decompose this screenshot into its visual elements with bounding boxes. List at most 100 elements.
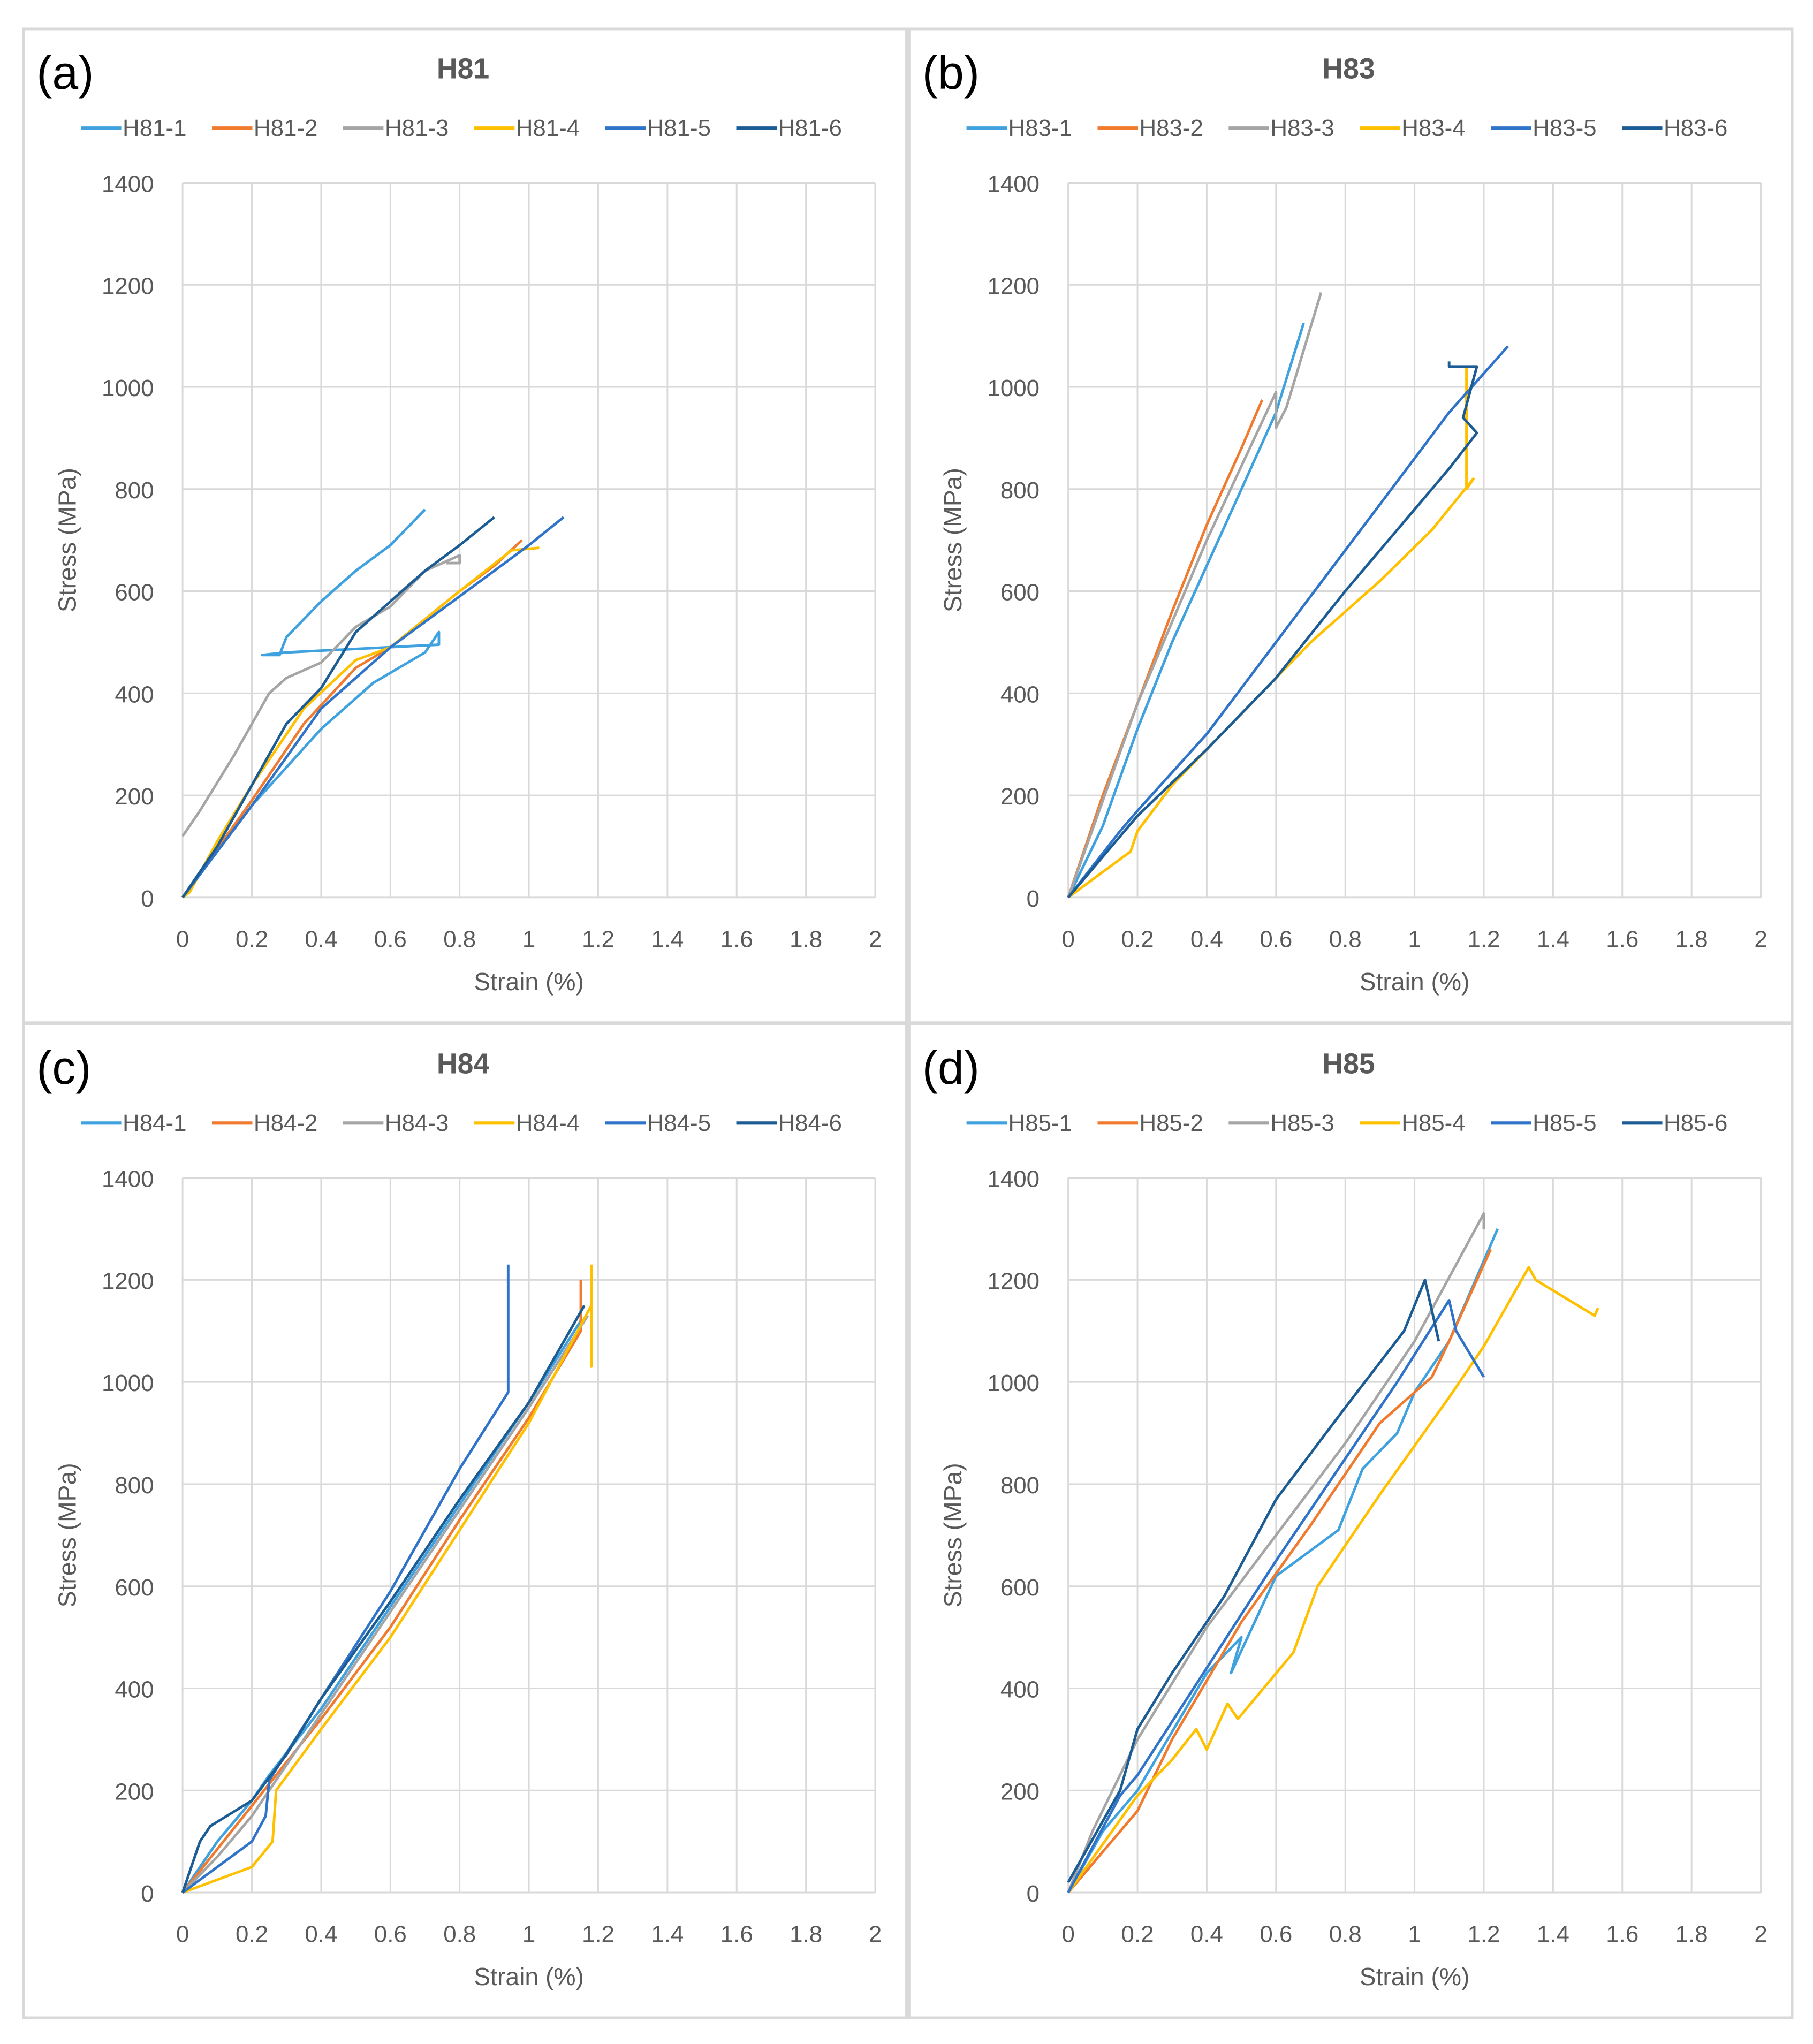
- legend-item: H84-4: [474, 1110, 580, 1136]
- y-tick-label: 1200: [102, 273, 154, 299]
- x-tick-label: 1.2: [582, 1921, 615, 1948]
- x-tick-label: 1.4: [651, 926, 684, 952]
- x-tick-label: 1.2: [1467, 926, 1500, 952]
- y-tick-label: 0: [1027, 886, 1040, 912]
- legend-item: H84-3: [343, 1110, 449, 1136]
- y-tick-label: 600: [1000, 580, 1040, 606]
- y-axis-title: Stress (MPa): [939, 1463, 967, 1607]
- panel-label: (a): [36, 47, 94, 99]
- legend-item: H83-5: [1491, 115, 1597, 141]
- y-tick-label: 1000: [987, 1370, 1040, 1396]
- y-tick-label: 200: [1000, 1779, 1040, 1805]
- x-tick-label: 0.8: [443, 1921, 476, 1948]
- legend-item: H83-4: [1360, 115, 1466, 141]
- x-axis-title: Strain (%): [1360, 1963, 1470, 1990]
- panel-border: [22, 1022, 908, 2019]
- x-tick-label: 0.6: [374, 1921, 407, 1948]
- y-tick-label: 400: [1000, 681, 1040, 708]
- legend-item: H85-6: [1622, 1110, 1727, 1136]
- y-tick-label: 1400: [987, 171, 1040, 197]
- x-tick-label: 2: [1754, 1921, 1767, 1948]
- chart-title: H81: [437, 53, 489, 85]
- x-tick-label: 1.8: [790, 926, 822, 952]
- legend-item: H81-4: [474, 115, 580, 141]
- y-tick-label: 1400: [987, 1166, 1040, 1192]
- series-line-h83-2: [1067, 399, 1264, 898]
- legend-label: H83-2: [1139, 115, 1203, 141]
- legend-label: H85-4: [1401, 1110, 1465, 1136]
- y-axis-title: Stress (MPa): [939, 468, 967, 612]
- y-tick-label: 400: [115, 1677, 154, 1703]
- legend-item: H83-2: [1097, 115, 1203, 141]
- legend-item: H85-1: [966, 1110, 1072, 1136]
- legend-label: H85-6: [1664, 1110, 1727, 1136]
- legend-label: H84-2: [254, 1110, 317, 1136]
- y-axis-title: Stress (MPa): [53, 468, 81, 612]
- legend-label: H81-3: [385, 115, 449, 141]
- legend-item: H81-2: [211, 115, 317, 141]
- legend-item: H85-5: [1491, 1110, 1597, 1136]
- y-tick-label: 1200: [987, 1268, 1040, 1294]
- legend-item: H83-6: [1622, 115, 1727, 141]
- x-axis-title: Strain (%): [1360, 968, 1470, 996]
- legend-label: H84-5: [647, 1110, 711, 1136]
- series-line-h85-5: [1067, 1299, 1485, 1894]
- y-tick-label: 1000: [102, 1370, 154, 1396]
- x-tick-label: 0.4: [305, 926, 337, 952]
- series-line-h83-5: [1067, 345, 1509, 899]
- x-tick-label: 1.8: [1675, 926, 1708, 952]
- y-tick-label: 0: [141, 1881, 154, 1907]
- y-tick-label: 1400: [102, 171, 154, 197]
- legend-item: H85-2: [1097, 1110, 1203, 1136]
- x-tick-label: 1.8: [1675, 1921, 1708, 1948]
- chart-panel-h85: (d) H85 H85-1 H85-2 H85-3 H85-4 H85-5 H85-6 0 0.2…: [907, 1022, 1794, 2019]
- legend-item: H81-1: [81, 115, 187, 141]
- legend-label: H83-6: [1664, 115, 1727, 141]
- y-tick-label: 1000: [987, 375, 1040, 401]
- legend-label: H85-5: [1533, 1110, 1596, 1136]
- x-tick-label: 1: [1408, 1921, 1421, 1948]
- x-tick-label: 1.2: [582, 926, 615, 952]
- legend-label: H83-5: [1533, 115, 1596, 141]
- legend-label: H84-1: [123, 1110, 186, 1136]
- x-tick-label: 1.6: [720, 1921, 753, 1948]
- x-tick-label: 2: [869, 926, 882, 952]
- panel-label: (c): [36, 1042, 91, 1094]
- y-tick-label: 400: [1000, 1677, 1040, 1703]
- panel-border: [907, 1022, 1794, 2019]
- y-tick-label: 1200: [987, 273, 1040, 299]
- x-tick-label: 0.2: [236, 926, 268, 952]
- x-tick-label: 1.6: [1606, 926, 1638, 952]
- x-tick-label: 0.8: [443, 926, 476, 952]
- x-tick-label: 0.8: [1329, 1921, 1362, 1948]
- legend-label: H81-4: [516, 115, 580, 141]
- legend-label: H84-4: [516, 1110, 580, 1136]
- y-tick-label: 200: [1000, 784, 1040, 810]
- series-line-h81-6: [181, 516, 496, 899]
- legend-item: H81-3: [343, 115, 449, 141]
- x-tick-label: 1.4: [651, 1921, 684, 1948]
- y-tick-label: 800: [1000, 477, 1040, 504]
- series-line-h81-5: [181, 516, 565, 899]
- chart-panel-h81: (a) H81 H81-1 H81-2 H81-3 H81-4 H81-5 H81-6 0 0.2…: [22, 27, 908, 1024]
- panel-border: [907, 27, 1794, 1024]
- x-tick-label: 0.2: [1121, 1921, 1154, 1948]
- panel-border: [22, 27, 908, 1024]
- x-axis-title: Strain (%): [474, 1963, 584, 1990]
- y-tick-label: 800: [115, 477, 154, 504]
- series-line-h85-3: [1067, 1212, 1485, 1893]
- x-tick-label: 0.2: [236, 1921, 268, 1948]
- x-tick-label: 1.6: [1606, 1921, 1638, 1948]
- series-line-h85-1: [1067, 1228, 1499, 1894]
- legend-label: H81-1: [123, 115, 186, 141]
- legend-item: H84-1: [81, 1110, 187, 1136]
- series-line-h85-4: [1067, 1266, 1599, 1894]
- legend-label: H83-4: [1401, 115, 1465, 141]
- series-line-h85-2: [1067, 1249, 1492, 1894]
- x-tick-label: 0.4: [1190, 926, 1223, 952]
- legend-item: H85-4: [1360, 1110, 1466, 1136]
- y-tick-label: 200: [115, 784, 154, 810]
- legend-item: H84-5: [605, 1110, 711, 1136]
- legend-label: H81-2: [254, 115, 317, 141]
- y-axis-title: Stress (MPa): [53, 1463, 81, 1607]
